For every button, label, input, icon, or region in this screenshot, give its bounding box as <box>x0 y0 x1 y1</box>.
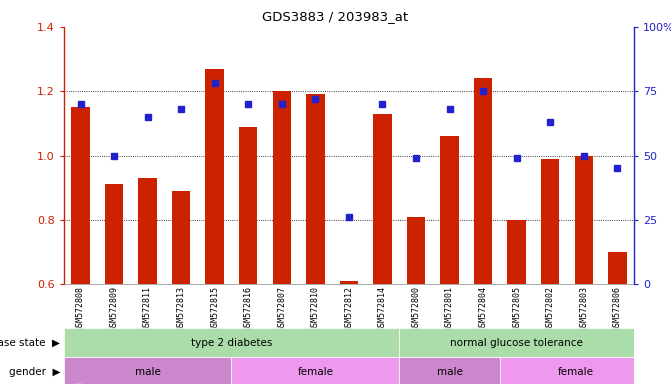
Bar <box>608 252 627 284</box>
Bar <box>64 357 231 384</box>
Text: disease state  ▶: disease state ▶ <box>0 338 60 348</box>
Bar <box>138 178 157 284</box>
Bar <box>340 281 358 284</box>
Bar <box>440 136 459 284</box>
Text: GSM572808: GSM572808 <box>76 286 85 331</box>
Text: GSM572801: GSM572801 <box>445 286 454 331</box>
Bar <box>105 184 123 284</box>
Bar <box>172 191 191 284</box>
Bar <box>399 328 651 357</box>
Bar <box>239 127 258 284</box>
Bar <box>205 69 224 284</box>
Bar <box>71 107 90 284</box>
Bar <box>500 357 651 384</box>
Bar <box>272 91 291 284</box>
Text: GSM572816: GSM572816 <box>244 286 253 331</box>
Text: GSM572814: GSM572814 <box>378 286 387 331</box>
Text: GSM572812: GSM572812 <box>344 286 354 331</box>
Text: GDS3883 / 203983_at: GDS3883 / 203983_at <box>262 10 409 23</box>
Bar <box>574 156 593 284</box>
Text: normal glucose tolerance: normal glucose tolerance <box>450 338 583 348</box>
Bar <box>373 114 392 284</box>
Bar <box>306 94 325 284</box>
Legend: transformed count, percentile rank within the sample: transformed count, percentile rank withi… <box>69 380 269 384</box>
Text: GSM572803: GSM572803 <box>579 286 588 331</box>
Text: GSM572810: GSM572810 <box>311 286 320 331</box>
Text: GSM572805: GSM572805 <box>512 286 521 331</box>
Text: type 2 diabetes: type 2 diabetes <box>191 338 272 348</box>
Text: male: male <box>437 366 462 377</box>
Text: GSM572807: GSM572807 <box>277 286 287 331</box>
Text: GSM572806: GSM572806 <box>613 286 622 331</box>
Bar <box>64 328 399 357</box>
Text: GSM572802: GSM572802 <box>546 286 555 331</box>
Text: GSM572800: GSM572800 <box>411 286 421 331</box>
Bar <box>507 220 526 284</box>
Text: GSM572815: GSM572815 <box>210 286 219 331</box>
Bar <box>231 357 399 384</box>
Text: GSM572804: GSM572804 <box>478 286 488 331</box>
Bar <box>474 78 493 284</box>
Text: female: female <box>558 366 593 377</box>
Text: gender  ▶: gender ▶ <box>9 366 60 377</box>
Bar <box>399 357 500 384</box>
Text: male: male <box>135 366 160 377</box>
Text: GSM572809: GSM572809 <box>109 286 119 331</box>
Bar <box>407 217 425 284</box>
Bar <box>541 159 560 284</box>
Text: GSM572811: GSM572811 <box>143 286 152 331</box>
Text: female: female <box>297 366 333 377</box>
Text: GSM572813: GSM572813 <box>176 286 186 331</box>
